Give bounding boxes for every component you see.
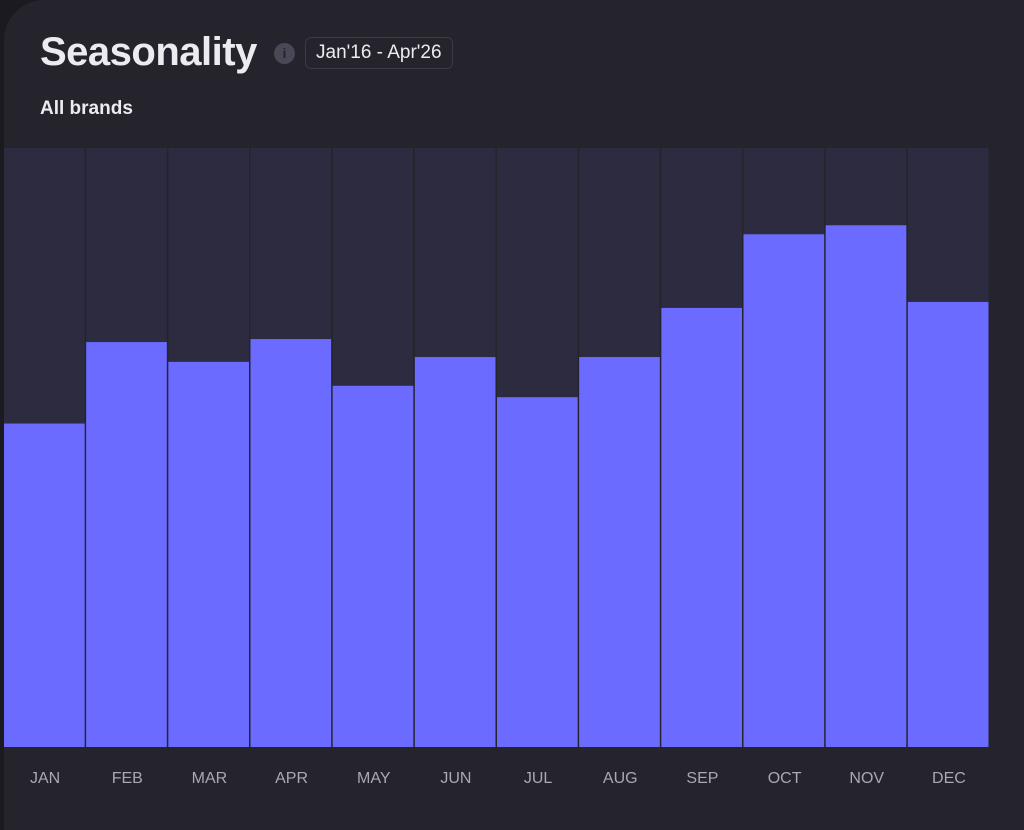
x-tick-label: APR [275, 770, 308, 787]
x-tick-label: AUG [603, 770, 638, 787]
bar-jun[interactable] [414, 357, 496, 747]
bar-sep[interactable] [661, 307, 742, 747]
bar-apr[interactable] [250, 339, 332, 747]
bar-nov[interactable] [825, 225, 907, 747]
bar-mar[interactable] [168, 361, 249, 747]
bar-jan[interactable] [4, 423, 85, 747]
date-range-badge[interactable]: Jan'16 - Apr'26 [305, 37, 453, 69]
bar-aug[interactable] [579, 357, 660, 747]
x-tick-label: NOV [849, 770, 884, 787]
x-tick-label: SEP [686, 770, 718, 787]
subtitle: All brands [40, 98, 133, 119]
bar-dec[interactable] [907, 301, 989, 747]
bar-may[interactable] [332, 385, 414, 747]
x-tick-label: FEB [112, 770, 143, 787]
seasonality-chart: JAN FEB MAR APR MAY JUN JUL AUG SEP OCT NOV DEC [4, 148, 989, 787]
x-tick-label: JAN [30, 770, 60, 787]
info-icon[interactable]: i [274, 43, 295, 64]
x-tick-label: JUN [440, 770, 471, 787]
bar-jul[interactable] [497, 397, 578, 747]
x-tick-label: JUL [524, 770, 553, 787]
x-tick-label: MAR [192, 770, 228, 787]
x-tick-label: DEC [932, 770, 966, 787]
page-title: Seasonality [40, 30, 257, 74]
x-tick-label: MAY [357, 770, 391, 787]
bar-oct[interactable] [743, 234, 825, 748]
x-tick-label: OCT [768, 770, 802, 787]
bar-feb[interactable] [86, 342, 167, 747]
